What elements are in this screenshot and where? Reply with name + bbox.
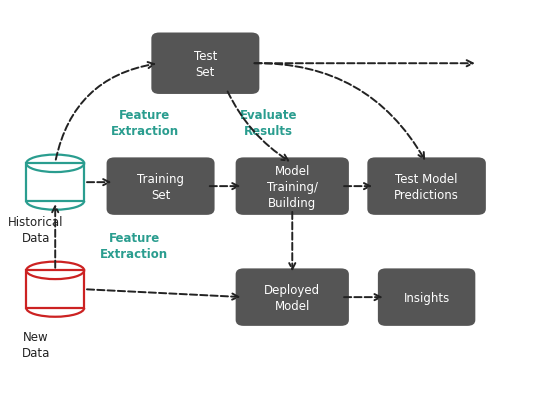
FancyBboxPatch shape [235,158,349,215]
FancyBboxPatch shape [151,33,259,95]
FancyBboxPatch shape [367,158,486,215]
Text: Feature
Extraction: Feature Extraction [111,109,179,138]
FancyBboxPatch shape [106,158,214,215]
FancyBboxPatch shape [235,269,349,326]
Text: Feature
Extraction: Feature Extraction [100,231,168,260]
Text: Test
Set: Test Set [194,50,217,79]
Text: New
Data: New Data [22,330,50,359]
Text: Test Model
Predictions: Test Model Predictions [394,172,459,201]
Text: Evaluate
Results: Evaluate Results [240,109,298,138]
Text: Training
Set: Training Set [137,172,184,201]
Text: Insights: Insights [403,291,450,304]
Text: Deployed
Model: Deployed Model [264,283,320,312]
Text: Model
Training/
Building: Model Training/ Building [267,164,318,209]
Text: Historical
Data: Historical Data [8,216,64,245]
FancyBboxPatch shape [378,269,475,326]
